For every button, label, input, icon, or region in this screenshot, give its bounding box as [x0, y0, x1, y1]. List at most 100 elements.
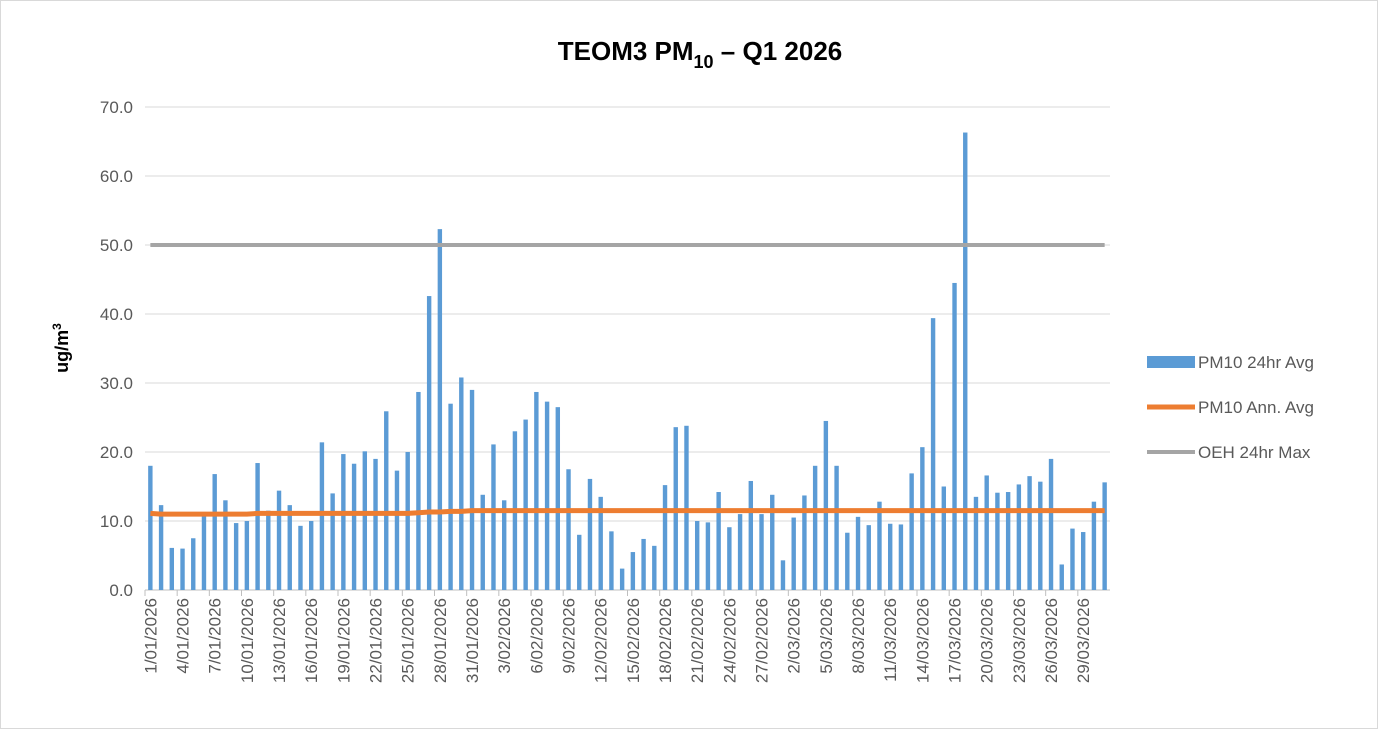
bar	[287, 505, 292, 590]
bar	[973, 496, 979, 590]
x-tick-label: 27/02/2026	[753, 598, 772, 683]
y-label-main: ug/m	[52, 330, 72, 373]
x-tick-label: 26/03/2026	[1042, 598, 1061, 683]
x-tick-label: 23/03/2026	[1010, 598, 1029, 683]
bar	[308, 521, 314, 590]
bar	[855, 516, 861, 590]
bar	[587, 478, 593, 590]
y-tick-label: 0.0	[109, 581, 133, 600]
x-tick-label: 11/03/2026	[881, 598, 900, 682]
legend-swatch	[1147, 356, 1195, 368]
bar	[351, 463, 357, 590]
y-axis-label: ug/m3	[50, 323, 72, 373]
bar	[362, 451, 368, 590]
bar	[223, 500, 228, 590]
bar	[1091, 501, 1097, 590]
bar	[802, 495, 807, 590]
x-tick-label: 8/03/2026	[849, 598, 868, 674]
bar	[319, 442, 325, 590]
x-tick-label: 31/01/2026	[463, 598, 482, 683]
x-tick-label: 7/01/2026	[206, 598, 225, 674]
bar	[791, 517, 796, 590]
y-tick-label: 10.0	[100, 512, 133, 531]
bar	[244, 521, 250, 590]
bar	[727, 527, 732, 590]
y-tick-label: 30.0	[100, 374, 133, 393]
y-tick-label: 70.0	[100, 98, 133, 117]
bar	[694, 521, 700, 590]
bar	[770, 494, 775, 590]
bar	[212, 474, 217, 590]
title-rest: – Q1 2026	[714, 36, 843, 66]
x-tick-label: 1/01/2026	[141, 598, 160, 674]
legend-label: PM10 24hr Avg	[1198, 353, 1314, 372]
bar	[823, 420, 829, 590]
legend-label: OEH 24hr Max	[1198, 443, 1311, 462]
bar	[416, 391, 421, 590]
bar	[169, 547, 175, 590]
bar	[426, 296, 432, 590]
bar	[887, 523, 893, 590]
x-tick-label: 25/01/2026	[399, 598, 418, 683]
bar	[930, 318, 936, 590]
x-tick-label: 14/03/2026	[913, 598, 932, 683]
x-tick-label: 15/02/2026	[624, 598, 643, 683]
x-tick-label: 19/01/2026	[334, 598, 353, 683]
bar	[469, 389, 475, 590]
bar	[630, 552, 636, 590]
bar	[652, 545, 657, 590]
bar	[705, 522, 711, 590]
bar	[394, 470, 400, 590]
bar	[866, 525, 871, 590]
bar	[266, 510, 271, 590]
bar	[255, 463, 260, 590]
x-tick-label: 16/01/2026	[302, 598, 321, 683]
bar	[898, 524, 904, 590]
bar	[330, 493, 335, 590]
x-tick-label: 17/03/2026	[946, 598, 965, 683]
x-tick-label: 22/01/2026	[367, 598, 386, 683]
bar	[812, 465, 818, 590]
bar	[298, 525, 303, 590]
y-label-sup: 3	[50, 323, 64, 330]
bar	[1070, 528, 1075, 590]
bar	[341, 454, 346, 590]
bar	[609, 531, 614, 590]
legend-label: PM10 Ann. Avg	[1198, 398, 1314, 417]
x-tick-label: 10/01/2026	[238, 598, 257, 683]
bar	[684, 425, 689, 590]
bar	[191, 538, 196, 590]
bar	[158, 505, 164, 590]
bar	[1027, 476, 1032, 590]
bar	[941, 486, 947, 590]
bar	[1038, 481, 1043, 590]
x-tick-label: 3/02/2026	[495, 598, 514, 674]
bar	[877, 501, 882, 590]
bar	[405, 452, 410, 590]
bar	[544, 401, 550, 590]
bar	[1016, 484, 1022, 590]
line	[150, 508, 1105, 517]
x-tick-label: 29/03/2026	[1074, 598, 1093, 683]
chart-title: TEOM3 PM10 – Q1 2026	[558, 36, 842, 72]
bar	[641, 538, 646, 590]
bar	[984, 475, 989, 590]
bar	[501, 500, 507, 590]
bar	[437, 229, 443, 590]
bar	[148, 465, 153, 590]
y-tick-label: 50.0	[100, 236, 133, 255]
bar	[780, 560, 786, 590]
x-tick-label: 9/02/2026	[560, 598, 579, 674]
bar	[716, 492, 721, 590]
bar	[995, 492, 1000, 590]
bar	[555, 407, 561, 590]
y-tick-label: 20.0	[100, 443, 133, 462]
bar	[180, 548, 185, 590]
bar	[1059, 564, 1064, 590]
y-tick-label: 60.0	[100, 167, 133, 186]
bar	[201, 514, 207, 590]
bar	[759, 514, 764, 590]
bar	[845, 532, 850, 590]
x-tick-label: 18/02/2026	[656, 598, 675, 683]
